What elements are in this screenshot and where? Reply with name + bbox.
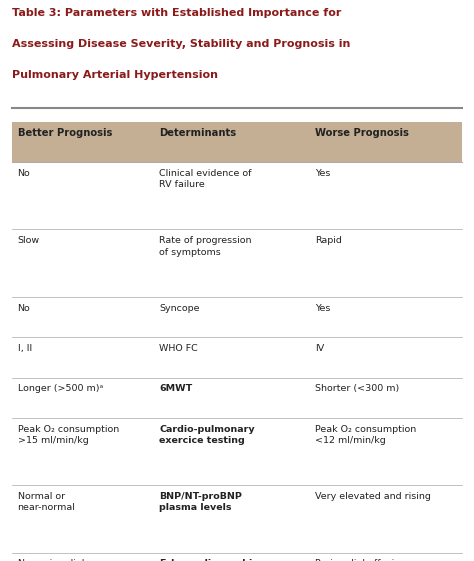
- Text: Worse Prognosis: Worse Prognosis: [315, 128, 409, 139]
- Text: Longer (>500 m)ᵃ: Longer (>500 m)ᵃ: [18, 384, 103, 393]
- Text: I, II: I, II: [18, 344, 32, 353]
- Text: Pulmonary Arterial Hypertension: Pulmonary Arterial Hypertension: [12, 70, 218, 80]
- Text: Better Prognosis: Better Prognosis: [18, 128, 112, 139]
- Text: Clinical evidence of
RV failure: Clinical evidence of RV failure: [159, 169, 252, 189]
- Text: Normal or
near-normal: Normal or near-normal: [18, 492, 75, 512]
- Text: Pericardial effusion
TAPSEᵇ <1.5 cm: Pericardial effusion TAPSEᵇ <1.5 cm: [315, 559, 406, 561]
- Bar: [12, 337, 462, 378]
- Bar: [12, 162, 462, 229]
- Text: Yes: Yes: [315, 304, 330, 312]
- Bar: [12, 122, 462, 162]
- Text: Very elevated and rising: Very elevated and rising: [315, 492, 430, 501]
- Text: Shorter (<300 m): Shorter (<300 m): [315, 384, 399, 393]
- Text: Rapid: Rapid: [315, 236, 342, 245]
- Bar: [12, 418, 462, 485]
- Text: Assessing Disease Severity, Stability and Prognosis in: Assessing Disease Severity, Stability an…: [12, 39, 350, 49]
- Text: Echocardiographic
findingsᵇ: Echocardiographic findingsᵇ: [159, 559, 258, 561]
- Text: Slow: Slow: [18, 236, 40, 245]
- Text: Determinants: Determinants: [159, 128, 237, 139]
- Text: No: No: [18, 169, 30, 178]
- Text: Cardio-pulmonary
exercice testing: Cardio-pulmonary exercice testing: [159, 425, 255, 445]
- Text: BNP/NT-proBNP
plasma levels: BNP/NT-proBNP plasma levels: [159, 492, 242, 512]
- Text: Peak O₂ consumption
<12 ml/min/kg: Peak O₂ consumption <12 ml/min/kg: [315, 425, 416, 445]
- Text: Syncope: Syncope: [159, 304, 200, 312]
- Text: IV: IV: [315, 344, 324, 353]
- Text: Table 3: Parameters with Established Importance for: Table 3: Parameters with Established Imp…: [12, 8, 341, 19]
- Text: Peak O₂ consumption
>15 ml/min/kg: Peak O₂ consumption >15 ml/min/kg: [18, 425, 119, 445]
- Bar: [12, 229, 462, 297]
- Text: Rate of progression
of symptoms: Rate of progression of symptoms: [159, 236, 252, 256]
- Text: WHO FC: WHO FC: [159, 344, 198, 353]
- Text: No pericardial
effusion
TAPSEᵇ >2.0 cm: No pericardial effusion TAPSEᵇ >2.0 cm: [18, 559, 94, 561]
- Text: 6MWT: 6MWT: [159, 384, 192, 393]
- Bar: [12, 297, 462, 337]
- Text: No: No: [18, 304, 30, 312]
- Bar: [12, 485, 462, 553]
- Bar: [12, 553, 462, 561]
- Bar: [12, 378, 462, 418]
- Text: Yes: Yes: [315, 169, 330, 178]
